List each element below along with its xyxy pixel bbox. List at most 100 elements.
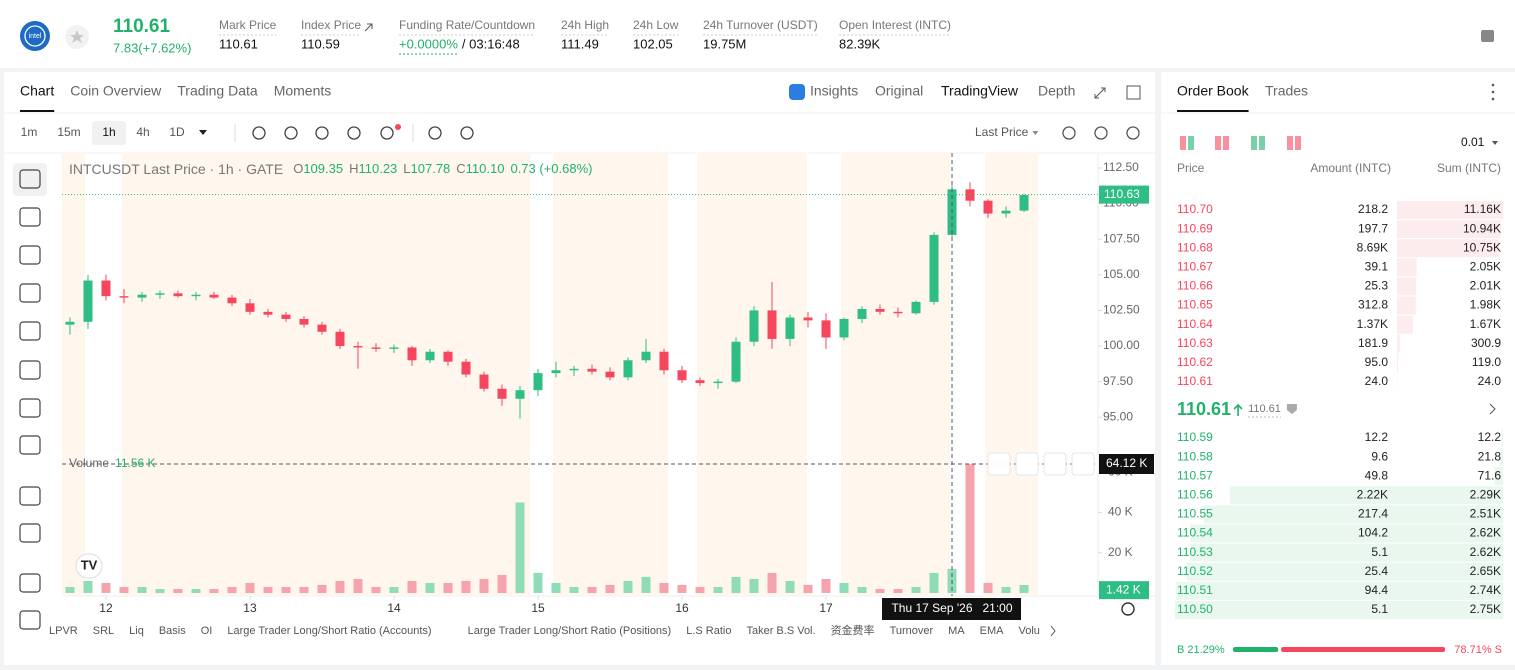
interval[interactable]: 15m [57, 125, 80, 139]
drawing-tool[interactable] [19, 435, 41, 455]
notes-icon[interactable] [1481, 30, 1494, 42]
ob-tab[interactable]: Order Book [1177, 83, 1250, 99]
stat-label: Index Price [301, 18, 361, 32]
drawing-tool[interactable] [19, 360, 41, 380]
sell-ratio-bar [1281, 647, 1445, 652]
chart-tab[interactable]: Coin Overview [70, 83, 162, 99]
ob-price[interactable]: 110.51 [1177, 583, 1213, 597]
indicator[interactable]: Large Trader Long/Short Ratio (Positions… [468, 625, 672, 637]
scroll-arrow[interactable] [1050, 625, 1056, 637]
settings-icon[interactable] [1121, 602, 1135, 616]
chart-tab[interactable]: Chart [20, 83, 54, 99]
pane-button[interactable] [1015, 452, 1039, 476]
layout-icon[interactable] [1180, 136, 1186, 150]
last-price-label: 110.63 [1104, 187, 1140, 201]
indicator[interactable]: Volu [1019, 625, 1040, 637]
drawing-tool[interactable] [19, 169, 41, 189]
indicator-bar: LPVR SRL Liq Basis OI Large Trader Long/Short… [49, 623, 1040, 637]
ob-price[interactable]: 110.69 [1177, 221, 1213, 235]
indicator[interactable]: OI [201, 625, 213, 637]
indicator[interactable]: SRL [93, 625, 114, 637]
chevron[interactable] [1489, 403, 1496, 415]
ob-price[interactable]: 110.52 [1177, 564, 1213, 578]
drawing-tool[interactable] [19, 245, 41, 265]
toolbar-icon[interactable] [1126, 126, 1140, 140]
drawing-tool[interactable] [19, 610, 41, 630]
candle-body [695, 380, 705, 384]
ob-price[interactable]: 110.61 [1177, 374, 1213, 388]
ob-price[interactable]: 110.70 [1177, 202, 1213, 216]
layout-icon[interactable] [1251, 136, 1257, 150]
ob-sum: 2.65K [1470, 564, 1501, 578]
toolbar-icon[interactable] [1062, 126, 1076, 140]
pane-button[interactable] [1071, 452, 1095, 476]
volume-bar [83, 580, 93, 593]
pane-button[interactable] [987, 452, 1011, 476]
view-tab[interactable]: Original [875, 83, 923, 99]
view-tab[interactable]: Depth [1038, 83, 1075, 99]
drawing-tool[interactable] [19, 486, 41, 506]
toolbar-icon[interactable] [460, 126, 474, 140]
indicator[interactable]: 资金费率 [831, 623, 875, 637]
ob-price[interactable]: 110.67 [1177, 259, 1213, 273]
interval[interactable]: 1h [102, 125, 115, 139]
ob-price[interactable]: 110.58 [1177, 449, 1213, 463]
drawing-tool[interactable] [19, 573, 41, 593]
ob-price[interactable]: 110.59 [1177, 430, 1213, 444]
ob-price[interactable]: 110.63 [1177, 336, 1213, 350]
ob-price[interactable]: 110.55 [1177, 507, 1213, 521]
layout-icon[interactable] [1215, 136, 1221, 150]
ob-price[interactable]: 110.68 [1177, 240, 1213, 254]
depth-bar [1176, 581, 1503, 600]
volume-tag-label: 1.42 K [1106, 582, 1141, 596]
drawing-tool[interactable] [19, 321, 41, 341]
candle-body [479, 374, 489, 389]
indicator[interactable]: L.S Ratio [686, 625, 731, 637]
candle-body [803, 317, 813, 321]
ob-price[interactable]: 110.54 [1177, 526, 1213, 540]
ob-price[interactable]: 110.56 [1177, 487, 1213, 501]
ob-price[interactable]: 110.57 [1177, 468, 1213, 482]
toolbar-icon[interactable] [252, 126, 266, 140]
indicator[interactable]: Large Trader Long/Short Ratio (Accounts) [227, 625, 431, 637]
drawing-tool[interactable] [19, 207, 41, 227]
indicator[interactable]: Basis [159, 625, 186, 637]
view-tab[interactable]: TradingView [941, 83, 1019, 99]
drawing-tool[interactable] [19, 523, 41, 543]
layout-icon[interactable] [1287, 136, 1293, 150]
fullscreen-icon[interactable] [1094, 87, 1106, 99]
window-icon[interactable] [1126, 85, 1141, 100]
indicator[interactable]: Liq [129, 625, 144, 637]
indicator[interactable]: LPVR [49, 625, 78, 637]
candle-body [623, 360, 633, 378]
indicator[interactable]: MA [948, 625, 965, 637]
interval[interactable]: 1D [169, 125, 185, 139]
price-type[interactable]: Last Price [975, 125, 1029, 139]
ob-price[interactable]: 110.64 [1177, 317, 1213, 331]
stat-label: 24h Low [633, 18, 679, 32]
toolbar-icon[interactable] [1094, 126, 1108, 140]
interval[interactable]: 1m [21, 125, 38, 139]
toolbar-icon[interactable] [315, 126, 329, 140]
ob-price[interactable]: 110.53 [1177, 545, 1213, 559]
ob-price[interactable]: 110.50 [1177, 602, 1213, 616]
chart-tab[interactable]: Trading Data [177, 83, 258, 99]
view-tab[interactable]: Insights [810, 83, 858, 99]
ob-price[interactable]: 110.65 [1177, 298, 1213, 312]
toolbar-icon[interactable] [428, 126, 442, 140]
toolbar-icon[interactable] [380, 126, 394, 140]
ob-price[interactable]: 110.66 [1177, 279, 1213, 293]
indicator[interactable]: Taker B.S Vol. [746, 625, 815, 637]
toolbar-icon[interactable] [347, 126, 361, 140]
indicator[interactable]: EMA [980, 625, 1005, 637]
toolbar-icon[interactable] [284, 126, 298, 140]
pane-button[interactable] [1043, 452, 1067, 476]
ob-tab[interactable]: Trades [1265, 83, 1308, 99]
chart-tab[interactable]: Moments [274, 83, 332, 99]
drawing-tool[interactable] [19, 283, 41, 303]
precision[interactable]: 0.01 [1461, 135, 1485, 149]
drawing-tool[interactable] [19, 398, 41, 418]
ob-price[interactable]: 110.62 [1177, 355, 1213, 369]
interval[interactable]: 4h [136, 125, 149, 139]
indicator[interactable]: Turnover [890, 625, 934, 637]
